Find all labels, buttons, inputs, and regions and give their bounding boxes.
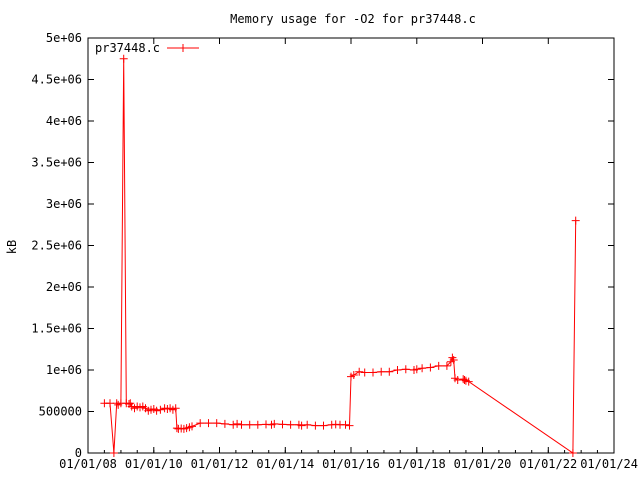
data-point — [109, 449, 118, 457]
data-point — [442, 361, 451, 370]
y-tick-label: 1e+06 — [46, 363, 82, 377]
data-point — [377, 367, 386, 376]
data-point — [418, 364, 427, 373]
x-tick-label: 01/01/14 — [256, 457, 314, 471]
data-point — [303, 420, 312, 429]
data-point — [568, 449, 577, 457]
data-point — [204, 419, 213, 428]
y-axis-ticks: 0 500000 1e+06 1.5e+06 2e+06 2.5e+06 3e+06 3.5e… — [31, 31, 614, 460]
data-point — [237, 420, 246, 429]
data-point — [253, 420, 262, 429]
data-point — [212, 419, 221, 428]
data-point — [245, 420, 254, 429]
data-point — [412, 365, 421, 374]
data-point — [369, 368, 377, 377]
x-tick-label: 01/01/10 — [125, 457, 183, 471]
legend: pr37448.c — [95, 41, 199, 55]
x-tick-label: 01/01/22 — [519, 457, 577, 471]
data-point — [229, 420, 238, 429]
y-tick-label: 2.5e+06 — [31, 239, 82, 253]
series-line — [104, 58, 577, 454]
data-point — [119, 54, 128, 63]
data-point — [311, 421, 320, 430]
data-point — [297, 421, 306, 430]
data-point — [460, 376, 469, 384]
data-point — [355, 367, 364, 376]
data-point — [156, 405, 165, 414]
y-tick-label: 2e+06 — [46, 280, 82, 294]
x-tick-label: 01/01/18 — [388, 457, 446, 471]
y-tick-label: 0 — [75, 446, 82, 460]
data-point — [286, 420, 295, 429]
data-point — [220, 419, 229, 428]
x-tick-label: 01/01/20 — [454, 457, 512, 471]
data-point — [453, 376, 462, 384]
data-point — [345, 421, 354, 430]
data-point — [360, 368, 369, 377]
data-point — [196, 419, 205, 428]
data-point — [278, 420, 287, 429]
data-point — [393, 366, 402, 374]
x-axis-ticks: 01/01/08 01/01/10 01/01/12 01/01/14 01/01/16… — [59, 38, 638, 471]
data-point — [385, 367, 394, 376]
y-tick-label: 1.5e+06 — [31, 322, 82, 336]
x-tick-label: 01/01/12 — [191, 457, 249, 471]
x-tick-label: 01/01/08 — [59, 457, 117, 471]
y-tick-label: 3.5e+06 — [31, 156, 82, 170]
y-tick-label: 3e+06 — [46, 197, 82, 211]
data-point — [126, 399, 135, 408]
x-tick-label: 01/01/16 — [322, 457, 380, 471]
data-point — [349, 371, 358, 379]
data-point — [464, 377, 473, 386]
data-point — [152, 406, 161, 415]
y-tick-label: 500000 — [39, 405, 82, 419]
data-point — [571, 216, 580, 225]
y-tick-label: 5e+06 — [46, 31, 82, 45]
data-point — [233, 419, 242, 428]
data-point — [319, 421, 328, 430]
data-point — [401, 365, 410, 374]
series-layer — [100, 54, 580, 457]
y-axis-label: kB — [5, 240, 19, 254]
y-tick-label: 4.5e+06 — [31, 73, 82, 87]
data-point — [171, 404, 180, 413]
data-point — [188, 422, 196, 431]
x-tick-label: 01/01/24 — [580, 457, 638, 471]
data-point — [106, 399, 114, 408]
data-point — [449, 356, 458, 364]
y-tick-label: 4e+06 — [46, 114, 82, 128]
data-point — [270, 419, 279, 428]
data-point — [434, 361, 443, 370]
data-point — [426, 363, 435, 372]
legend-marker — [179, 44, 187, 52]
chart-title: Memory usage for -O2 for pr37448.c — [230, 12, 476, 26]
legend-label: pr37448.c — [95, 41, 160, 55]
data-point — [341, 420, 350, 429]
